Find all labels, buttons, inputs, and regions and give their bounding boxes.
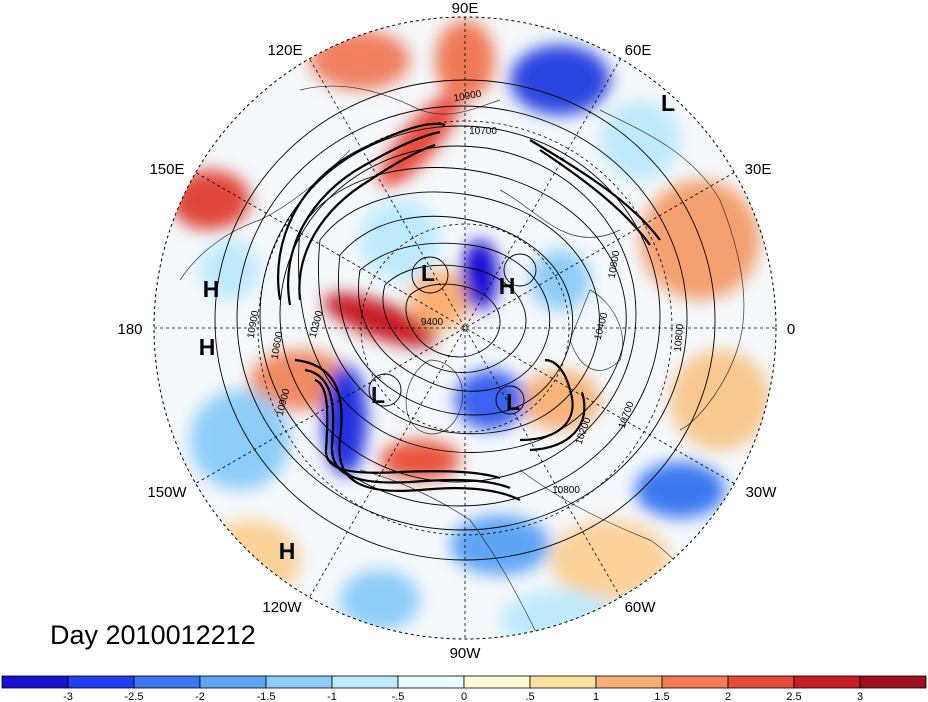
lon-label-0: 0	[787, 321, 795, 338]
colorbar-box	[1, 675, 69, 689]
lon-label-150w: 150W	[147, 484, 187, 501]
colorbar-tick-label: .5	[525, 691, 534, 702]
colorbar-tick-label: -1	[327, 691, 337, 702]
colorbar-box	[265, 675, 333, 689]
pressure-centers: L L H L L H H H	[199, 90, 675, 564]
lon-label-180: 180	[117, 321, 142, 338]
colorbar-box	[463, 675, 531, 689]
colorbar-tick-label: 2.5	[786, 691, 801, 702]
contour-label: 10600	[607, 249, 623, 279]
colorbar-box	[661, 675, 729, 689]
colorbar-tick-label: 1	[593, 691, 599, 702]
lon-label-120w: 120W	[262, 599, 302, 616]
colorbar-box	[529, 675, 597, 689]
low-center-marker: L	[506, 389, 520, 415]
map-boundary	[153, 16, 777, 640]
lon-label-90e: 90E	[452, 0, 479, 17]
colorbar-box	[859, 675, 927, 689]
colorbar-box	[199, 675, 267, 689]
high-center-marker: H	[279, 538, 296, 564]
high-center-marker: H	[203, 276, 220, 302]
contour-label: 10700	[469, 126, 497, 137]
colorbar-box	[133, 675, 201, 689]
jet-contours	[277, 122, 661, 501]
colorbar-box	[67, 675, 135, 689]
contour-label: 10800	[552, 485, 580, 496]
high-center-marker: H	[499, 273, 516, 299]
contour-label: 9400	[421, 317, 444, 328]
colorbar: -3 -2.5 -2 -1.5 -1 -.5 0 .5 1 1.5 2 2.5 3	[1, 675, 927, 702]
lon-label-90w: 90W	[450, 645, 482, 662]
longitude-labels: 90E 60E 30E 0 30W 60W 90W 120W 150W 180 …	[117, 0, 795, 662]
polar-map: 90E 60E 30E 0 30W 60W 90W 120W 150W 180 …	[117, 0, 795, 662]
colorbar-boxes	[1, 675, 927, 689]
contour-label: 10600	[270, 330, 286, 360]
colorbar-tick-label: -1.5	[257, 691, 276, 702]
colorbar-tick-label: -3	[63, 691, 73, 702]
colorbar-tick-label: -2.5	[125, 691, 144, 702]
lon-label-30e: 30E	[745, 161, 772, 178]
lon-label-60e: 60E	[625, 42, 652, 59]
low-center-marker: L	[661, 90, 675, 116]
colorbar-tick-label: -.5	[392, 691, 405, 702]
colorbar-tick-label: 0	[461, 691, 467, 702]
lon-label-150e: 150E	[149, 161, 184, 178]
contour-label: 10900	[246, 309, 262, 339]
colorbar-box	[397, 675, 465, 689]
colorbar-box	[793, 675, 861, 689]
colorbar-box	[727, 675, 795, 689]
contour-label: 10900	[453, 89, 483, 105]
colorbar-tick-label: -2	[195, 691, 205, 702]
lon-label-30w: 30W	[746, 484, 778, 501]
colorbar-box	[595, 675, 663, 689]
colorbar-tick-label: 3	[857, 691, 863, 702]
lon-label-60w: 60W	[625, 599, 657, 616]
colorbar-tick-label: 1.5	[654, 691, 669, 702]
contour-label: 10800	[673, 323, 686, 352]
high-center-marker: H	[199, 334, 216, 360]
low-center-marker: L	[371, 382, 385, 408]
colorbar-ticks: -3 -2.5 -2 -1.5 -1 -.5 0 .5 1 1.5 2 2.5 3	[63, 691, 863, 702]
colorbar-tick-label: 2	[725, 691, 731, 702]
day-label: Day 2010012212	[50, 620, 256, 650]
graticule	[154, 17, 776, 639]
lon-label-120e: 120E	[267, 42, 302, 59]
low-center-marker: L	[421, 260, 435, 286]
colorbar-box	[331, 675, 399, 689]
